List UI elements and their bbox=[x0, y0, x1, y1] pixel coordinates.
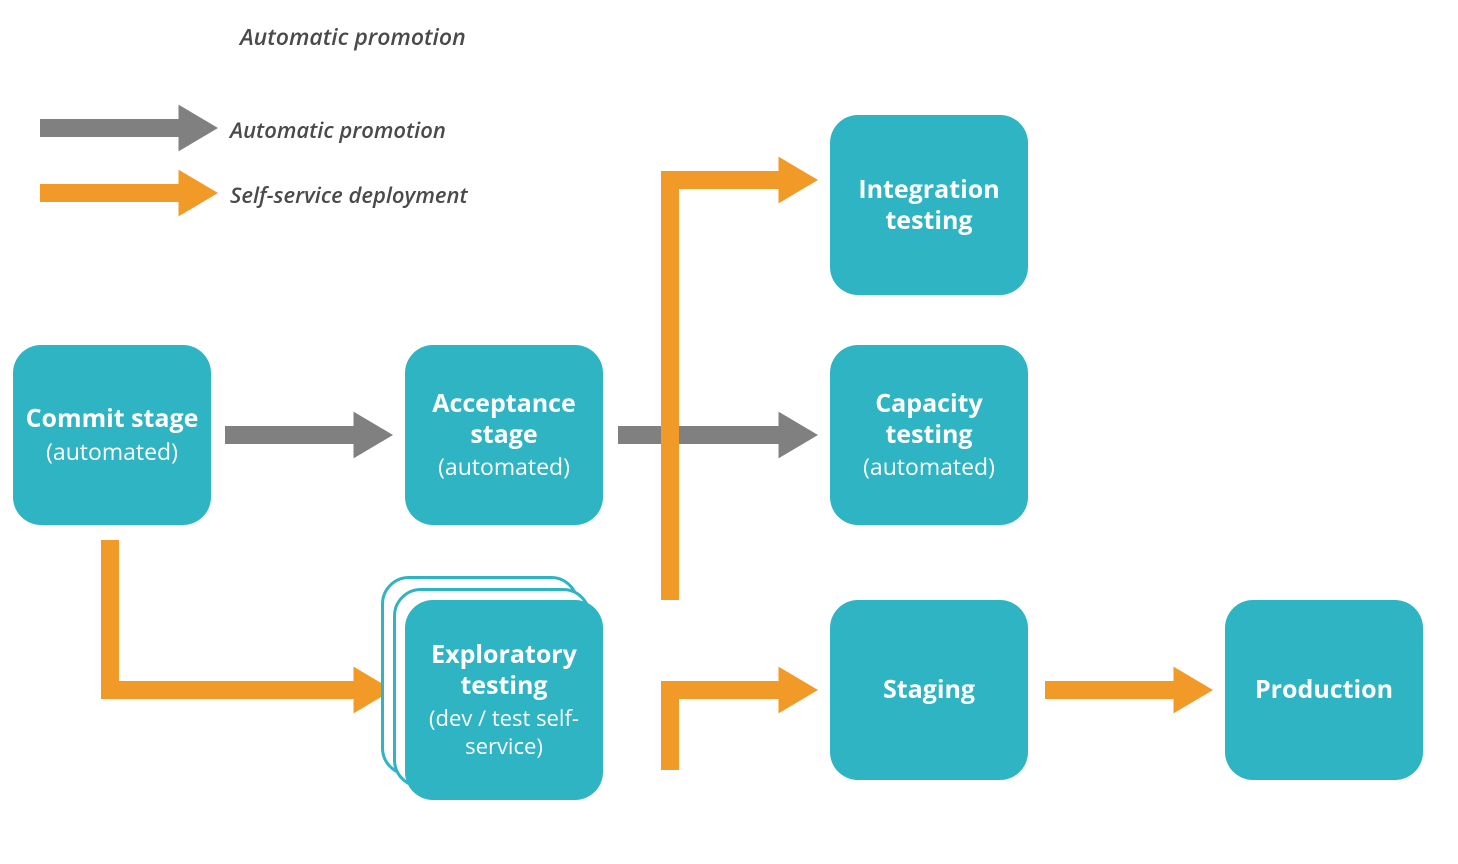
node-staging-title: Staging bbox=[883, 674, 975, 705]
diagram-title: Automatic promotion bbox=[240, 20, 466, 52]
node-exploratory: Exploratory testing (dev / test self-ser… bbox=[405, 600, 603, 800]
node-production-title: Production bbox=[1255, 674, 1393, 705]
node-exploratory-title: Exploratory testing bbox=[417, 639, 591, 702]
node-commit: Commit stage (automated) bbox=[13, 345, 211, 525]
node-acceptance: Acceptance stage (automated) bbox=[405, 345, 603, 525]
node-exploratory-sub: (dev / test self-service) bbox=[417, 704, 591, 761]
node-commit-sub: (automated) bbox=[46, 437, 178, 467]
node-production: Production bbox=[1225, 600, 1423, 780]
node-integration-title: Integration testing bbox=[842, 174, 1016, 237]
node-capacity-title: Capacity testing bbox=[842, 388, 1016, 451]
node-capacity-sub: (automated) bbox=[863, 452, 995, 482]
node-integration: Integration testing bbox=[830, 115, 1028, 295]
node-acceptance-sub: (automated) bbox=[438, 452, 570, 482]
pipeline-diagram: Automatic promotion Automatic promotion … bbox=[0, 0, 1458, 864]
node-acceptance-title: Acceptance stage bbox=[417, 388, 591, 451]
legend-auto-label: Automatic promotion bbox=[230, 115, 446, 145]
node-capacity: Capacity testing (automated) bbox=[830, 345, 1028, 525]
node-commit-title: Commit stage bbox=[26, 403, 199, 434]
node-staging: Staging bbox=[830, 600, 1028, 780]
legend-self-label: Self-service deployment bbox=[230, 180, 468, 210]
